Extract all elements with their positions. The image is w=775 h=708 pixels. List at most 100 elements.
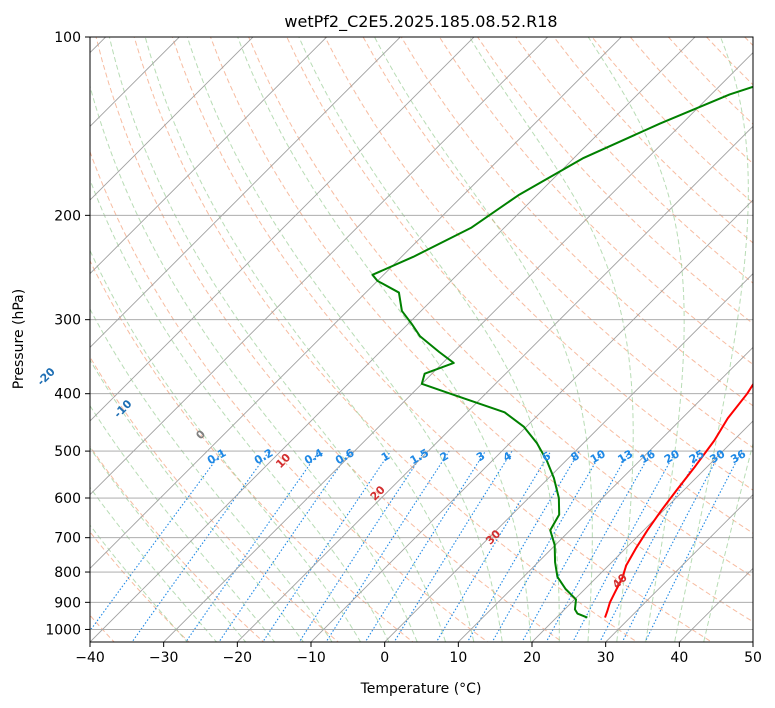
mixing-ratio-line bbox=[599, 450, 702, 642]
moist-adiabat bbox=[144, 37, 475, 642]
dry-adiabat bbox=[400, 37, 753, 407]
moist-adiabat bbox=[90, 308, 333, 642]
mixing-ratio-line bbox=[393, 450, 513, 642]
dry-adiabat bbox=[362, 37, 753, 449]
mixing-ratio-line bbox=[521, 450, 630, 642]
mixing-ratio-line bbox=[262, 450, 392, 642]
moist-adiabat bbox=[90, 404, 276, 642]
x-tick-label: 30 bbox=[597, 650, 615, 666]
mixing-ratio-line bbox=[545, 450, 653, 642]
mixing-ratio-line bbox=[364, 450, 486, 642]
dry-adiabat bbox=[171, 37, 713, 642]
dry-adiabat bbox=[90, 259, 414, 642]
y-tick-label: 300 bbox=[54, 313, 81, 329]
plot-frame bbox=[89, 36, 754, 643]
moist-adiabat bbox=[237, 37, 532, 642]
isotherm-line bbox=[163, 52, 753, 642]
isotherm-line bbox=[90, 37, 475, 422]
mixing-ratio-label: 20 bbox=[662, 447, 682, 466]
mixing-ratio-label: 10 bbox=[588, 447, 608, 466]
y-tick-label: 1000 bbox=[45, 622, 81, 638]
isotherm-line bbox=[90, 37, 549, 496]
moist-adiabat bbox=[108, 37, 447, 642]
dry-adiabat bbox=[744, 37, 753, 47]
moist-adiabat bbox=[90, 447, 247, 642]
y-tick-label: 900 bbox=[54, 595, 81, 611]
isotherm-line bbox=[90, 37, 401, 348]
isotherm-line bbox=[531, 420, 753, 642]
dry-adiabat-label: 40 bbox=[610, 571, 630, 591]
mixing-ratio-label: 0.6 bbox=[333, 446, 357, 467]
mixing-ratio-label: 25 bbox=[687, 447, 707, 466]
dry-adiabat bbox=[439, 37, 753, 366]
isotherm-line bbox=[90, 37, 696, 642]
dry-adiabat bbox=[90, 531, 190, 642]
dewpoint-profile-line bbox=[371, 85, 753, 619]
x-axis-label: Temperature (°C) bbox=[360, 681, 482, 697]
moist-adiabat bbox=[374, 37, 593, 642]
y-tick-label: 400 bbox=[54, 387, 81, 403]
mixing-ratio-label: 0.2 bbox=[252, 446, 275, 467]
y-tick-label: 700 bbox=[54, 531, 81, 547]
mixing-ratio-label: 0.4 bbox=[302, 446, 326, 467]
mixing-ratio-line bbox=[218, 450, 351, 642]
moist-adiabat bbox=[90, 524, 188, 642]
mixing-ratio-label: 36 bbox=[728, 447, 748, 466]
x-tick-label: 20 bbox=[523, 650, 541, 666]
mixing-ratio-line bbox=[185, 450, 320, 642]
moist-adiabat bbox=[90, 249, 362, 642]
isotherm-line bbox=[90, 37, 622, 569]
isotherm-line bbox=[310, 199, 753, 642]
dry-adiabat bbox=[706, 37, 753, 86]
mixing-ratio-line bbox=[572, 450, 677, 642]
isotherm-line bbox=[90, 37, 328, 275]
x-tick-label: 40 bbox=[670, 650, 688, 666]
moist-adiabat bbox=[587, 37, 685, 642]
x-tick-label: 50 bbox=[744, 650, 762, 666]
x-tick-label: 10 bbox=[449, 650, 467, 666]
isotherm-line bbox=[457, 346, 753, 642]
isotherm-line bbox=[90, 37, 254, 201]
y-tick-label: 600 bbox=[54, 491, 81, 507]
dry-adiabat bbox=[90, 150, 489, 642]
moist-adiabat bbox=[298, 37, 560, 642]
mixing-ratio-line bbox=[325, 450, 450, 642]
isotherm-line bbox=[605, 494, 753, 642]
grid-layer bbox=[90, 37, 753, 642]
dry-adiabat bbox=[668, 37, 753, 125]
dry-adiabat bbox=[210, 37, 753, 623]
series-layer bbox=[371, 85, 753, 619]
moist-adiabat bbox=[469, 37, 634, 642]
x-tick-label: −30 bbox=[149, 650, 179, 666]
y-tick-label: 800 bbox=[54, 565, 81, 581]
dry-adiabat-label: -20 bbox=[35, 365, 58, 388]
moist-adiabat bbox=[90, 359, 305, 642]
moist-adiabat bbox=[90, 84, 418, 642]
annotation-layer: -100-90-80-70-60-50-40-30-20-10010203040… bbox=[35, 365, 749, 591]
mixing-ratio-line bbox=[131, 450, 270, 642]
dry-adiabat bbox=[133, 37, 638, 642]
dry-adiabat bbox=[286, 37, 753, 534]
dry-adiabat-label: 30 bbox=[483, 527, 503, 547]
y-tick-label: 100 bbox=[54, 30, 81, 46]
chart-title: wetPf2_C2E5.2025.185.08.52.R18 bbox=[284, 12, 557, 32]
mixing-ratio-line bbox=[491, 450, 603, 642]
dry-adiabat bbox=[324, 37, 753, 491]
isotherm-line bbox=[90, 37, 180, 127]
dry-adiabat bbox=[95, 37, 564, 642]
isotherm-line bbox=[384, 273, 753, 642]
mixing-ratio-label: 1.5 bbox=[408, 446, 431, 467]
moist-adiabat bbox=[674, 37, 749, 642]
dry-adiabat-label: 10 bbox=[273, 451, 293, 471]
moist-adiabat bbox=[703, 441, 753, 642]
mixing-ratio-line bbox=[644, 450, 743, 642]
dry-adiabat bbox=[90, 445, 265, 642]
mixing-ratio-line bbox=[298, 450, 425, 642]
moist-adiabat bbox=[186, 37, 503, 642]
moist-adiabat bbox=[90, 486, 218, 642]
tick-layer: −40 −30 −20 −10 0 10 20 30 40 5010020030040050060… bbox=[45, 30, 762, 666]
moist-adiabat bbox=[90, 178, 390, 642]
dry-adiabat bbox=[90, 356, 339, 642]
temperature-profile-line bbox=[604, 382, 753, 618]
